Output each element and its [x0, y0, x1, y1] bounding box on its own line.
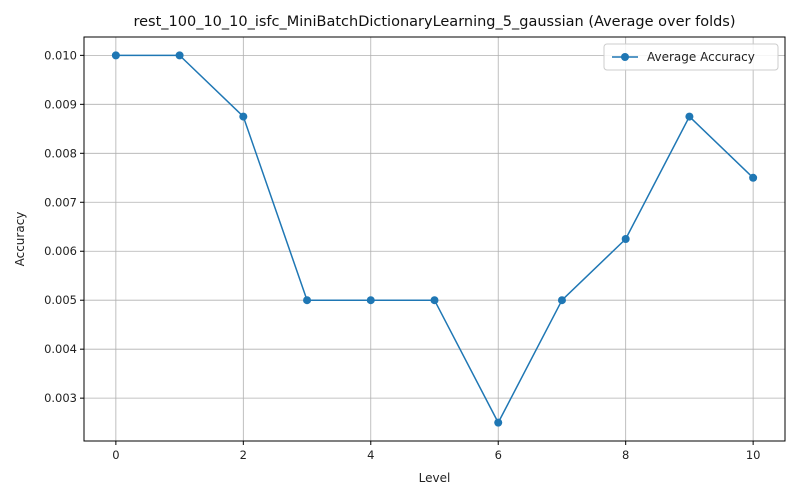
- legend-entry-average-accuracy: Average Accuracy: [647, 50, 755, 64]
- y-tick-label: 0.007: [44, 195, 77, 209]
- series-group: [111, 51, 758, 427]
- legend: Average Accuracy: [603, 43, 779, 71]
- y-tick-label: 0.004: [44, 342, 77, 356]
- y-tick-label: 0.010: [44, 48, 77, 62]
- y-axis-label: Accuracy: [13, 212, 27, 267]
- grid: [84, 37, 785, 441]
- x-axis-ticks: 0 2 4 6 8 10: [112, 441, 760, 462]
- x-tick-label: 10: [746, 448, 761, 462]
- x-tick-label: 0: [112, 448, 119, 462]
- data-point: [621, 235, 630, 243]
- chart-title: rest_100_10_10_isfc_MiniBatchDictionaryL…: [133, 14, 735, 30]
- x-tick-label: 4: [367, 448, 374, 462]
- legend-marker-swatch: [621, 53, 629, 61]
- legend-box: [603, 43, 779, 71]
- data-point: [303, 296, 312, 305]
- data-point: [494, 418, 503, 427]
- data-point: [557, 296, 566, 305]
- y-tick-label: 0.006: [44, 244, 77, 258]
- x-tick-label: 8: [622, 448, 629, 462]
- data-point: [749, 173, 758, 182]
- y-axis-ticks: 0.003 0.004 0.005 0.006 0.007 0.008 0.009 0.010: [44, 48, 84, 405]
- y-tick-label: 0.009: [44, 97, 77, 111]
- data-point: [239, 112, 248, 121]
- data-point: [175, 51, 184, 60]
- x-tick-label: 6: [495, 448, 502, 462]
- series-line: [115, 54, 754, 424]
- y-tick-label: 0.005: [44, 293, 77, 307]
- data-point: [685, 112, 694, 121]
- data-point: [430, 296, 439, 305]
- y-tick-label: 0.003: [44, 391, 77, 405]
- plot-area-frame: [83, 36, 786, 442]
- y-tick-label: 0.008: [44, 146, 77, 160]
- data-point: [111, 51, 120, 60]
- x-axis-label: Level: [419, 471, 451, 485]
- x-tick-label: 2: [240, 448, 247, 462]
- data-point: [366, 296, 375, 305]
